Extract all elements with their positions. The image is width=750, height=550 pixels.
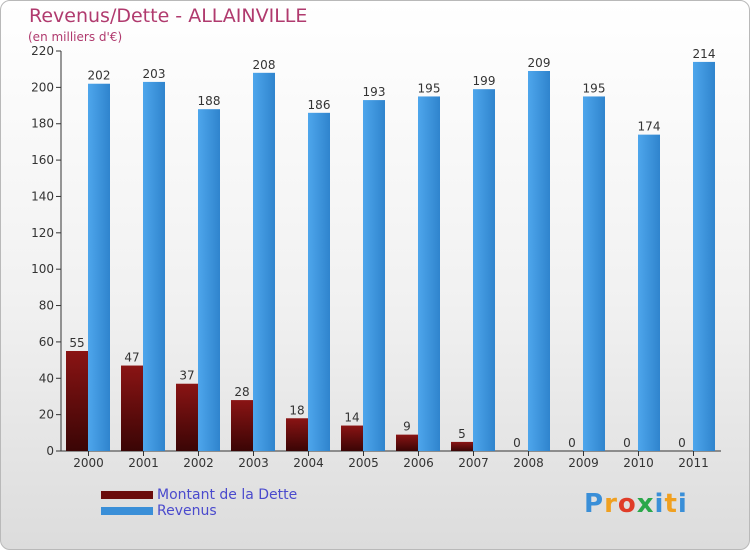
bar-debt — [396, 434, 418, 451]
data-label-revenue: 202 — [88, 69, 111, 83]
bar-revenue — [583, 96, 605, 452]
bar-revenue — [418, 96, 440, 452]
proxiti-logo: Proxiti — [584, 489, 688, 519]
x-tick-label: 2006 — [403, 456, 434, 470]
logo-letter: i — [677, 489, 688, 519]
x-tick-label: 2008 — [513, 456, 544, 470]
legend-swatch-revenue — [101, 507, 153, 515]
data-label-revenue: 174 — [638, 120, 661, 134]
x-tick-label: 2002 — [183, 456, 214, 470]
y-tick-label: 160 — [31, 153, 54, 167]
x-tick-label: 2011 — [678, 456, 709, 470]
data-label-debt: 28 — [234, 385, 249, 399]
y-tick-label: 180 — [31, 117, 54, 131]
y-tick-label: 40 — [39, 371, 54, 385]
data-label-revenue: 214 — [693, 47, 716, 61]
data-label-debt: 18 — [289, 403, 304, 417]
legend-label-debt: Montant de la Dette — [157, 487, 298, 503]
data-label-debt: 37 — [179, 369, 194, 383]
data-label-revenue: 195 — [418, 81, 441, 95]
data-label-debt: 47 — [124, 351, 139, 365]
x-tick-label: 2009 — [568, 456, 599, 470]
y-tick-label: 120 — [31, 226, 54, 240]
bar-debt — [286, 418, 308, 451]
bar-debt — [121, 365, 143, 451]
logo-letter: P — [584, 489, 605, 519]
y-tick-label: 200 — [31, 80, 54, 94]
y-tick-label: 140 — [31, 189, 54, 203]
data-label-revenue: 208 — [253, 58, 276, 72]
x-tick-label: 2004 — [293, 456, 324, 470]
logo-letter: x — [636, 489, 655, 519]
bar-revenue — [638, 134, 660, 452]
bar-revenue — [308, 112, 330, 452]
data-label-revenue: 209 — [528, 56, 551, 70]
x-tick-label: 2003 — [238, 456, 269, 470]
y-tick-label: 100 — [31, 262, 54, 276]
x-tick-label: 2007 — [458, 456, 489, 470]
bar-revenue — [363, 100, 385, 451]
y-tick-label: 0 — [46, 444, 54, 458]
data-label-revenue: 199 — [473, 74, 496, 88]
data-label-revenue: 203 — [143, 67, 166, 81]
bar-revenue — [253, 72, 275, 452]
logo-letter: i — [654, 489, 665, 519]
data-label-revenue: 188 — [198, 94, 221, 108]
y-tick-label: 220 — [31, 44, 54, 58]
x-tick-label: 2010 — [623, 456, 654, 470]
bar-debt — [231, 400, 253, 451]
data-label-revenue: 186 — [308, 98, 331, 112]
bar-revenue — [198, 109, 220, 451]
data-label-debt: 0 — [513, 436, 521, 450]
chart-subtitle: (en milliers d'€) — [28, 30, 123, 44]
y-tick-label: 20 — [39, 408, 54, 422]
bar-revenue — [143, 81, 165, 451]
y-tick-label: 80 — [39, 299, 54, 313]
legend-item-debt: Montant de la Dette — [101, 487, 297, 503]
bar-debt — [341, 425, 363, 451]
chart-title: Revenus/Dette - ALLAINVILLE — [29, 5, 308, 27]
x-tick-label: 2001 — [128, 456, 159, 470]
x-tick-label: 2005 — [348, 456, 379, 470]
legend: Montant de la Dette Revenus — [101, 487, 297, 519]
data-label-debt: 0 — [623, 436, 631, 450]
legend-swatch-debt — [101, 491, 153, 499]
data-label-debt: 55 — [69, 336, 84, 350]
bar-revenue — [528, 71, 550, 451]
data-label-debt: 5 — [458, 427, 466, 441]
data-label-debt: 0 — [678, 436, 686, 450]
bar-revenue — [88, 83, 110, 452]
bar-debt — [451, 441, 473, 451]
x-tick-label: 2000 — [73, 456, 104, 470]
data-label-revenue: 193 — [363, 85, 386, 99]
logo-letter: r — [604, 489, 618, 519]
data-label-revenue: 195 — [583, 81, 606, 95]
legend-item-revenue: Revenus — [101, 503, 297, 519]
data-label-debt: 9 — [403, 420, 411, 434]
legend-label-revenue: Revenus — [157, 503, 217, 519]
data-label-debt: 14 — [344, 411, 359, 425]
y-tick-label: 60 — [39, 335, 54, 349]
bar-debt — [176, 383, 198, 451]
data-label-debt: 0 — [568, 436, 576, 450]
bar-revenue — [473, 89, 495, 451]
bar-debt — [66, 351, 88, 451]
logo-letter: t — [664, 489, 678, 519]
logo-letter: o — [617, 489, 637, 519]
bar-revenue — [693, 61, 715, 452]
